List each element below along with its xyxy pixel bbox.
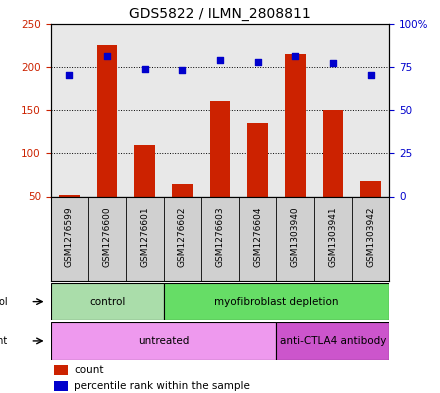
- Bar: [323, 110, 343, 196]
- Bar: [51, 322, 276, 360]
- Title: GDS5822 / ILMN_2808811: GDS5822 / ILMN_2808811: [129, 7, 311, 21]
- Bar: [209, 101, 231, 196]
- Bar: [247, 123, 268, 196]
- Text: GSM1303940: GSM1303940: [291, 207, 300, 267]
- Point: [330, 60, 337, 66]
- Point: [216, 57, 224, 63]
- Point: [254, 59, 261, 65]
- Text: GSM1276601: GSM1276601: [140, 207, 149, 267]
- Point: [141, 65, 148, 72]
- Text: GSM1276604: GSM1276604: [253, 207, 262, 267]
- Point: [179, 67, 186, 73]
- Text: GSM1276600: GSM1276600: [103, 207, 112, 267]
- Bar: [285, 54, 306, 196]
- Bar: [59, 195, 80, 196]
- Text: control: control: [89, 297, 125, 307]
- Bar: [51, 283, 164, 320]
- Point: [292, 53, 299, 60]
- Text: untreated: untreated: [138, 336, 189, 346]
- Text: protocol: protocol: [0, 297, 8, 307]
- Bar: [172, 184, 193, 196]
- Bar: [54, 381, 68, 391]
- Bar: [164, 283, 389, 320]
- Text: agent: agent: [0, 336, 8, 346]
- Text: GSM1276602: GSM1276602: [178, 207, 187, 267]
- Bar: [97, 45, 117, 196]
- Text: GSM1303942: GSM1303942: [366, 207, 375, 267]
- Text: myofibroblast depletion: myofibroblast depletion: [214, 297, 339, 307]
- Text: GSM1276599: GSM1276599: [65, 207, 74, 267]
- Bar: [134, 145, 155, 196]
- Point: [367, 72, 374, 79]
- Text: anti-CTLA4 antibody: anti-CTLA4 antibody: [280, 336, 386, 346]
- Point: [103, 53, 110, 60]
- Text: GSM1276603: GSM1276603: [216, 207, 224, 267]
- Text: count: count: [74, 365, 104, 375]
- Text: GSM1303941: GSM1303941: [328, 207, 337, 267]
- Text: percentile rank within the sample: percentile rank within the sample: [74, 381, 250, 391]
- Point: [66, 72, 73, 79]
- Bar: [276, 322, 389, 360]
- Bar: [360, 181, 381, 196]
- Bar: [54, 365, 68, 375]
